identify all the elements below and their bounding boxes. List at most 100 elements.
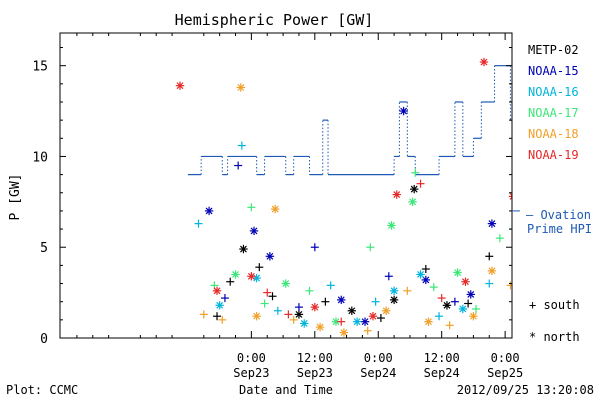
data-point-noaa-18-south	[506, 281, 512, 290]
data-point-noaa-16-north-d2	[529, 197, 535, 203]
data-point-noaa-16-north	[352, 317, 362, 326]
data-point-noaa-15-north-d2	[266, 252, 274, 260]
data-point-noaa-18-north	[381, 306, 391, 315]
series-noaa-17	[210, 168, 504, 326]
data-point-noaa-17-south	[411, 168, 420, 177]
data-point-noaa-19-south	[284, 310, 293, 319]
data-point-noaa-19-north	[479, 57, 489, 67]
x-tick-label-time: 12:00	[424, 351, 460, 365]
data-point-noaa-16-north-d2	[417, 271, 424, 278]
data-point-noaa-18-south	[218, 315, 227, 324]
data-point-noaa-19-north-d2	[526, 57, 532, 63]
data-point-noaa-19-north	[392, 190, 401, 199]
data-point-noaa-17-north-d2	[454, 269, 461, 277]
data-point-noaa-15-south	[294, 303, 303, 312]
x-tick-label-date: Sep25	[487, 366, 523, 380]
axis-ticks	[60, 33, 512, 339]
data-point-noaa-17-north	[408, 197, 417, 207]
data-point-noaa-16-north-d2	[300, 320, 308, 327]
data-point-noaa-16-south	[485, 279, 494, 288]
data-point-metp-02-south	[421, 265, 430, 274]
north-marker-legend: * north	[529, 330, 580, 344]
data-point-noaa-19-north	[212, 286, 222, 295]
data-point-noaa-15-north	[204, 206, 214, 216]
data-point-noaa-17-south	[260, 299, 269, 308]
data-point-noaa-19-north-d2	[247, 272, 255, 280]
series-metp-02	[213, 184, 566, 323]
data-point-metp-02-north-d2	[443, 301, 451, 309]
ovation-legend-line2: Prime HPI	[527, 222, 592, 236]
plot-frame	[59, 32, 513, 339]
legend-entry-noaa-19: NOAA-19	[528, 148, 579, 162]
data-point-noaa-19-north-d2	[509, 196, 512, 200]
ovation-legend-line1: — Ovation	[526, 208, 591, 222]
legend-entry-noaa-15: NOAA-15	[528, 64, 579, 78]
data-point-noaa-15-south	[220, 294, 229, 303]
data-point-metp-02-south	[268, 292, 277, 301]
data-point-noaa-15-north-d2	[205, 207, 213, 215]
data-point-noaa-19-south	[337, 317, 346, 326]
data-point-noaa-18-south	[403, 286, 412, 295]
data-point-noaa-19-north	[247, 272, 256, 281]
data-point-noaa-18-south	[567, 258, 575, 266]
x-tick-label-time: 0:00	[491, 351, 520, 365]
data-point-metp-02-north-d2	[348, 307, 356, 315]
data-point-noaa-16-south	[326, 281, 335, 290]
data-point-metp-02-north-d2	[390, 296, 398, 304]
data-point-noaa-15-north	[466, 290, 475, 299]
data-point-noaa-19-north-d2	[311, 303, 319, 311]
data-point-noaa-19-south	[437, 294, 446, 303]
data-point-noaa-18-north-d2	[382, 307, 390, 315]
data-point-noaa-16-north	[458, 304, 468, 314]
series-noaa-18	[199, 83, 575, 337]
legend-entry-noaa-18: NOAA-18	[528, 127, 579, 141]
data-point-noaa-19-north-d1	[509, 192, 512, 197]
plot-credit: Plot: CCMC	[6, 383, 78, 397]
data-point-metp-02-south	[376, 314, 385, 323]
data-point-noaa-19-north-d2	[480, 58, 488, 66]
data-point-metp-02-north-d2	[410, 185, 418, 193]
data-point-noaa-19-north-d2	[393, 191, 401, 199]
data-point-noaa-15-north-d2	[563, 182, 569, 188]
south-marker-legend: + south	[529, 298, 580, 312]
data-point-metp-02-north-d2	[239, 245, 247, 253]
data-point-noaa-16-south	[273, 306, 282, 315]
legend-entry-noaa-17: NOAA-17	[528, 106, 579, 120]
data-point-noaa-16-north	[215, 301, 224, 310]
data-point-noaa-15-north	[421, 275, 431, 285]
data-point-metp-02-south	[546, 243, 554, 251]
y-tick-label: 15	[32, 60, 48, 75]
data-point-noaa-16-south	[237, 141, 246, 150]
data-point-noaa-18-north-d2	[316, 323, 324, 331]
data-point-metp-02-south	[485, 252, 494, 261]
data-point-metp-02-north-d1	[560, 184, 566, 190]
data-point-noaa-15-north	[249, 226, 259, 236]
data-point-noaa-16-north-d1	[529, 197, 535, 203]
data-point-noaa-15-south	[450, 297, 459, 306]
x-tick-label-date: Sep24	[360, 366, 396, 380]
data-point-noaa-15-south	[511, 264, 512, 266]
data-point-noaa-15-north-d2	[400, 107, 408, 115]
data-point-noaa-17-south	[366, 243, 375, 252]
data-point-noaa-17-south	[495, 234, 504, 243]
data-point-metp-02-south	[255, 263, 264, 272]
x-axis-label: Date and Time	[239, 383, 333, 397]
data-point-noaa-18-north	[424, 317, 433, 326]
data-point-noaa-17-south	[305, 286, 314, 295]
data-point-noaa-16-north-d2	[353, 318, 361, 326]
data-point-noaa-18-north	[236, 83, 245, 92]
data-point-noaa-15-north-d2	[361, 318, 369, 326]
data-point-noaa-17-south	[247, 203, 256, 212]
chart-title: Hemispheric Power [GW]	[175, 11, 374, 29]
data-point-noaa-18-north	[487, 266, 497, 276]
data-point-noaa-18-north	[252, 312, 261, 321]
data-point-metp-02-north	[409, 184, 419, 194]
y-tick-label: 10	[32, 150, 48, 165]
legend-entry-noaa-16: NOAA-16	[528, 85, 579, 99]
data-point-noaa-19-north	[461, 277, 470, 286]
data-point-noaa-18-north-d2	[425, 318, 432, 326]
x-tick-label-time: 0:00	[237, 351, 266, 365]
data-point-noaa-16-south	[194, 219, 203, 228]
data-point-noaa-18-south	[289, 315, 298, 324]
data-point-noaa-16-south	[435, 312, 444, 321]
